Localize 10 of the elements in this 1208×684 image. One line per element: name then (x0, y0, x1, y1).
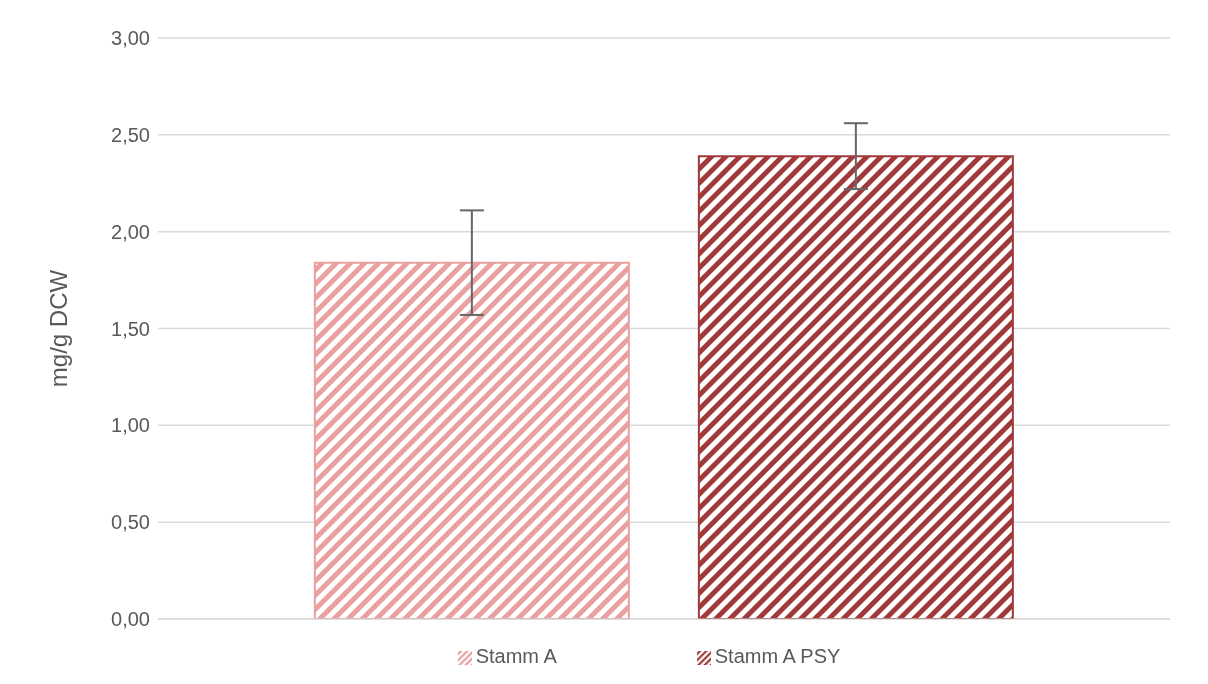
y-tick-label: 2,50 (111, 123, 150, 146)
y-axis-title: mg/g DCW (44, 269, 72, 388)
y-tick-label: 1,00 (111, 414, 150, 437)
y-tick-label: 0,00 (111, 608, 150, 631)
legend-label: Stamm A PSY (714, 645, 841, 667)
y-tick-label: 1,50 (111, 317, 150, 340)
y-tick-label: 2,00 (111, 220, 150, 243)
y-tick-label: 3,00 (111, 27, 150, 50)
y-tick-label: 0,50 (111, 511, 150, 534)
legend-label: Stamm A (475, 645, 557, 667)
